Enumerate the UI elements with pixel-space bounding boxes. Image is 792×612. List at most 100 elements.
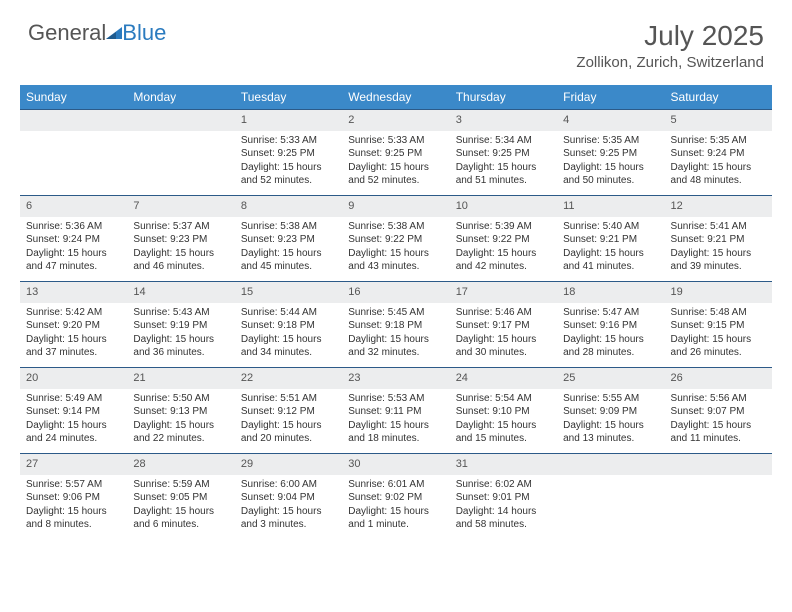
calendar-week: 27Sunrise: 5:57 AMSunset: 9:06 PMDayligh… xyxy=(20,453,772,539)
sunset-line: Sunset: 9:19 PM xyxy=(133,319,228,333)
calendar-cell: 11Sunrise: 5:40 AMSunset: 9:21 PMDayligh… xyxy=(557,195,664,281)
day-body xyxy=(127,131,234,139)
sunset-line: Sunset: 9:24 PM xyxy=(26,233,121,247)
day-number: 31 xyxy=(450,453,557,475)
sunrise-line: Sunrise: 5:48 AM xyxy=(671,306,766,320)
day-body: Sunrise: 6:01 AMSunset: 9:02 PMDaylight:… xyxy=(342,475,449,537)
sunset-line: Sunset: 9:25 PM xyxy=(456,147,551,161)
daylight-line: Daylight: 15 hours and 32 minutes. xyxy=(348,333,443,360)
sunrise-line: Sunrise: 5:42 AM xyxy=(26,306,121,320)
day-body xyxy=(557,475,664,483)
calendar-cell: 12Sunrise: 5:41 AMSunset: 9:21 PMDayligh… xyxy=(665,195,772,281)
day-body: Sunrise: 5:39 AMSunset: 9:22 PMDaylight:… xyxy=(450,217,557,279)
day-number: 25 xyxy=(557,367,664,389)
day-number xyxy=(665,453,772,475)
day-body: Sunrise: 5:57 AMSunset: 9:06 PMDaylight:… xyxy=(20,475,127,537)
day-body: Sunrise: 5:54 AMSunset: 9:10 PMDaylight:… xyxy=(450,389,557,451)
sunset-line: Sunset: 9:10 PM xyxy=(456,405,551,419)
sunrise-line: Sunrise: 5:51 AM xyxy=(241,392,336,406)
sunrise-line: Sunrise: 5:33 AM xyxy=(241,134,336,148)
sunrise-line: Sunrise: 5:59 AM xyxy=(133,478,228,492)
sunset-line: Sunset: 9:25 PM xyxy=(241,147,336,161)
sunset-line: Sunset: 9:04 PM xyxy=(241,491,336,505)
sunset-line: Sunset: 9:21 PM xyxy=(671,233,766,247)
weekday-header: Tuesday xyxy=(235,85,342,109)
calendar-week: 6Sunrise: 5:36 AMSunset: 9:24 PMDaylight… xyxy=(20,195,772,281)
calendar-cell: 4Sunrise: 5:35 AMSunset: 9:25 PMDaylight… xyxy=(557,109,664,195)
sunset-line: Sunset: 9:22 PM xyxy=(348,233,443,247)
daylight-line: Daylight: 15 hours and 36 minutes. xyxy=(133,333,228,360)
day-number: 19 xyxy=(665,281,772,303)
sunrise-line: Sunrise: 5:53 AM xyxy=(348,392,443,406)
calendar-cell: 29Sunrise: 6:00 AMSunset: 9:04 PMDayligh… xyxy=(235,453,342,539)
calendar-cell: 13Sunrise: 5:42 AMSunset: 9:20 PMDayligh… xyxy=(20,281,127,367)
location-text: Zollikon, Zurich, Switzerland xyxy=(576,54,764,71)
daylight-line: Daylight: 15 hours and 52 minutes. xyxy=(348,161,443,188)
day-number: 16 xyxy=(342,281,449,303)
day-body: Sunrise: 5:48 AMSunset: 9:15 PMDaylight:… xyxy=(665,303,772,365)
day-body: Sunrise: 5:37 AMSunset: 9:23 PMDaylight:… xyxy=(127,217,234,279)
day-body: Sunrise: 5:40 AMSunset: 9:21 PMDaylight:… xyxy=(557,217,664,279)
daylight-line: Daylight: 15 hours and 48 minutes. xyxy=(671,161,766,188)
day-number: 8 xyxy=(235,195,342,217)
sunrise-line: Sunrise: 5:36 AM xyxy=(26,220,121,234)
sunrise-line: Sunrise: 5:41 AM xyxy=(671,220,766,234)
day-number: 1 xyxy=(235,109,342,131)
sunrise-line: Sunrise: 5:46 AM xyxy=(456,306,551,320)
sunset-line: Sunset: 9:17 PM xyxy=(456,319,551,333)
calendar-week: 13Sunrise: 5:42 AMSunset: 9:20 PMDayligh… xyxy=(20,281,772,367)
calendar-cell: 21Sunrise: 5:50 AMSunset: 9:13 PMDayligh… xyxy=(127,367,234,453)
calendar-week: 20Sunrise: 5:49 AMSunset: 9:14 PMDayligh… xyxy=(20,367,772,453)
sunset-line: Sunset: 9:14 PM xyxy=(26,405,121,419)
calendar-week: 1Sunrise: 5:33 AMSunset: 9:25 PMDaylight… xyxy=(20,109,772,195)
sunset-line: Sunset: 9:23 PM xyxy=(241,233,336,247)
day-number: 20 xyxy=(20,367,127,389)
calendar-cell xyxy=(127,109,234,195)
sunrise-line: Sunrise: 5:34 AM xyxy=(456,134,551,148)
calendar-cell: 30Sunrise: 6:01 AMSunset: 9:02 PMDayligh… xyxy=(342,453,449,539)
calendar-cell: 14Sunrise: 5:43 AMSunset: 9:19 PMDayligh… xyxy=(127,281,234,367)
day-number: 30 xyxy=(342,453,449,475)
brand-logo: GeneralBlue xyxy=(28,20,166,47)
day-number: 24 xyxy=(450,367,557,389)
sunset-line: Sunset: 9:24 PM xyxy=(671,147,766,161)
day-number: 26 xyxy=(665,367,772,389)
sunrise-line: Sunrise: 5:33 AM xyxy=(348,134,443,148)
brand-text: GeneralBlue xyxy=(28,20,166,47)
daylight-line: Daylight: 15 hours and 8 minutes. xyxy=(26,505,121,532)
day-body xyxy=(20,131,127,139)
calendar-cell: 8Sunrise: 5:38 AMSunset: 9:23 PMDaylight… xyxy=(235,195,342,281)
daylight-line: Daylight: 15 hours and 39 minutes. xyxy=(671,247,766,274)
daylight-line: Daylight: 15 hours and 11 minutes. xyxy=(671,419,766,446)
calendar-cell: 3Sunrise: 5:34 AMSunset: 9:25 PMDaylight… xyxy=(450,109,557,195)
daylight-line: Daylight: 15 hours and 13 minutes. xyxy=(563,419,658,446)
daylight-line: Daylight: 15 hours and 41 minutes. xyxy=(563,247,658,274)
daylight-line: Daylight: 15 hours and 20 minutes. xyxy=(241,419,336,446)
day-number xyxy=(20,109,127,131)
day-number: 7 xyxy=(127,195,234,217)
sunset-line: Sunset: 9:12 PM xyxy=(241,405,336,419)
weekday-header: Monday xyxy=(127,85,234,109)
sunset-line: Sunset: 9:16 PM xyxy=(563,319,658,333)
daylight-line: Daylight: 15 hours and 15 minutes. xyxy=(456,419,551,446)
sunrise-line: Sunrise: 5:55 AM xyxy=(563,392,658,406)
calendar-cell xyxy=(665,453,772,539)
sunset-line: Sunset: 9:25 PM xyxy=(348,147,443,161)
day-number: 9 xyxy=(342,195,449,217)
sunrise-line: Sunrise: 6:00 AM xyxy=(241,478,336,492)
day-number xyxy=(557,453,664,475)
day-number: 28 xyxy=(127,453,234,475)
sunrise-line: Sunrise: 5:38 AM xyxy=(241,220,336,234)
sunrise-line: Sunrise: 5:50 AM xyxy=(133,392,228,406)
sunrise-line: Sunrise: 5:57 AM xyxy=(26,478,121,492)
daylight-line: Daylight: 14 hours and 58 minutes. xyxy=(456,505,551,532)
day-body: Sunrise: 5:41 AMSunset: 9:21 PMDaylight:… xyxy=(665,217,772,279)
day-body: Sunrise: 5:36 AMSunset: 9:24 PMDaylight:… xyxy=(20,217,127,279)
daylight-line: Daylight: 15 hours and 24 minutes. xyxy=(26,419,121,446)
sunset-line: Sunset: 9:11 PM xyxy=(348,405,443,419)
sunrise-line: Sunrise: 5:56 AM xyxy=(671,392,766,406)
calendar-cell: 6Sunrise: 5:36 AMSunset: 9:24 PMDaylight… xyxy=(20,195,127,281)
sunset-line: Sunset: 9:18 PM xyxy=(348,319,443,333)
day-body: Sunrise: 5:45 AMSunset: 9:18 PMDaylight:… xyxy=(342,303,449,365)
daylight-line: Daylight: 15 hours and 42 minutes. xyxy=(456,247,551,274)
